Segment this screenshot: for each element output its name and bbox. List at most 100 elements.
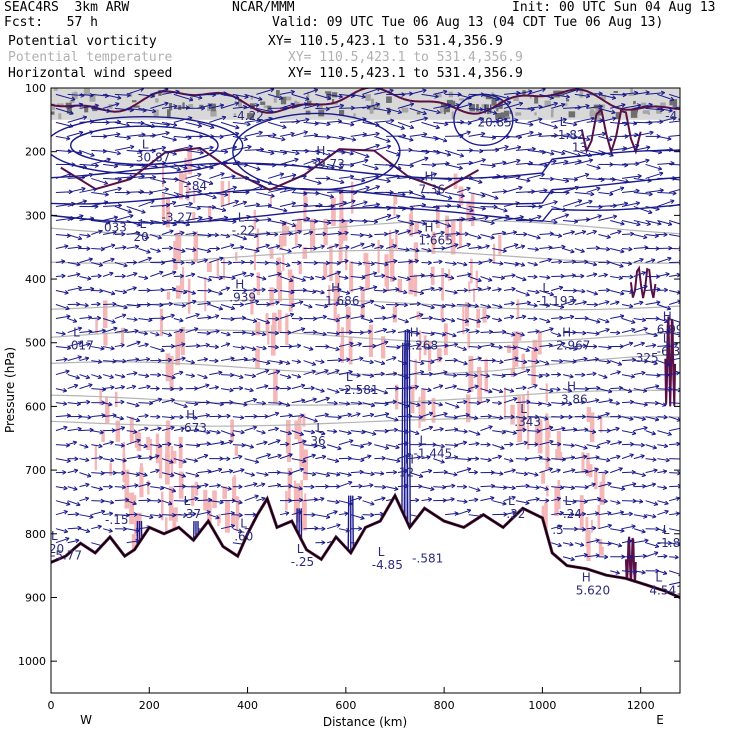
pv-high-shade (293, 101, 300, 107)
wind-vector (197, 358, 208, 362)
wind-vector-head (667, 136, 672, 141)
wind-vector (185, 163, 201, 169)
wind-vector-head (522, 276, 527, 282)
wind-vector-head (596, 165, 601, 170)
pv-positive-shade (178, 172, 184, 200)
x-axis-label: Distance (km) (323, 715, 407, 729)
wind-vector (244, 247, 260, 252)
wind-vector-head (499, 261, 504, 266)
wind-vector-head (265, 231, 271, 236)
wind-vector-head (666, 305, 672, 311)
wind-vector-head (562, 117, 567, 123)
wind-vector (220, 121, 240, 129)
wind-vector (645, 107, 665, 111)
init-time: Init: 00 UTC Sun 04 Aug 13 (512, 0, 716, 15)
pv-contour-label: 13 (572, 141, 587, 155)
wind-vector-head (62, 470, 67, 475)
wind-vector (161, 105, 178, 109)
wind-vector (456, 162, 473, 165)
wind-vector-head (309, 346, 314, 351)
wind-vector-head (172, 137, 177, 142)
wind-vector-head (348, 480, 353, 486)
wind-vector-head (282, 124, 287, 129)
wind-vector (586, 483, 596, 488)
wind-vector-head (312, 289, 317, 295)
wind-vector (598, 399, 613, 404)
wind-vector-head (135, 402, 140, 408)
pv-contour-label: H .939 (229, 278, 256, 305)
pv-positive-shade (546, 485, 549, 497)
wind-vector (150, 346, 165, 352)
wind-vector-head (641, 569, 646, 575)
wind-vector (633, 342, 645, 348)
wind-vector-head (620, 248, 625, 254)
wind-vector (220, 276, 236, 279)
wind-vector-head (679, 426, 680, 427)
wind-vector (374, 177, 391, 182)
wind-vector-head (122, 289, 128, 295)
wind-vector (138, 499, 151, 502)
wind-vector (185, 444, 200, 447)
wind-vector (327, 244, 339, 249)
wind-vector (161, 219, 177, 226)
wind-vector-head (167, 500, 173, 506)
wind-vector (456, 187, 471, 193)
wind-vector (621, 374, 635, 378)
wind-vector (91, 219, 111, 224)
wind-vector-head (587, 152, 593, 158)
wind-vector-head (300, 383, 306, 389)
wind-vector-head (160, 347, 165, 353)
wind-vector-head (103, 200, 109, 205)
wind-vector (433, 219, 452, 227)
wind-vector (362, 500, 375, 505)
wind-vector (386, 330, 396, 334)
pv-high-shade (446, 99, 453, 107)
wind-vector (468, 288, 482, 292)
pv-positive-shade (272, 312, 277, 331)
wind-vector-head (639, 499, 644, 504)
wind-vector (374, 472, 384, 475)
pv-high-shade (386, 96, 392, 103)
wind-vector (385, 121, 405, 130)
wind-vector (645, 288, 661, 292)
wind-vector (102, 374, 114, 379)
wind-vector (303, 346, 314, 351)
wind-vector-head (87, 414, 92, 420)
wind-vector-head (344, 230, 349, 236)
wind-vector (173, 427, 185, 432)
pv-positive-shade (531, 350, 536, 386)
wind-vector (397, 290, 408, 294)
wind-vector (610, 163, 628, 166)
wind-vector (551, 402, 566, 405)
wind-vector (279, 202, 296, 207)
wind-vector (598, 524, 612, 530)
wind-vector-head (629, 416, 634, 421)
wind-vector (539, 219, 558, 223)
pv-positive-shade (392, 306, 398, 323)
wind-vector (645, 430, 656, 435)
wind-vector-head (188, 201, 193, 207)
wind-vector (586, 133, 606, 137)
pv-high-shade (331, 92, 338, 98)
pv-positive-shade (329, 245, 333, 282)
wind-vector (303, 149, 321, 153)
wind-vector-head (110, 457, 115, 463)
wind-vector (574, 542, 585, 546)
wind-vector (185, 121, 202, 127)
wind-vector-head (253, 233, 259, 239)
wind-vector-head (639, 300, 644, 306)
wind-vector (338, 135, 356, 141)
wind-vector-head (73, 468, 79, 474)
wind-vector (633, 472, 646, 477)
wind-vector (669, 120, 680, 123)
wind-vector-head (263, 440, 268, 446)
wind-vector (433, 104, 451, 109)
wind-vector (150, 427, 162, 432)
wind-vector (492, 276, 505, 279)
terrain-layer (51, 492, 680, 693)
pv-contour-label: H 2.967 (556, 325, 590, 352)
wind-vector (161, 500, 173, 505)
wind-vector-head (486, 314, 491, 320)
wind-vector-head (196, 165, 202, 170)
wind-vector-head (131, 384, 137, 390)
